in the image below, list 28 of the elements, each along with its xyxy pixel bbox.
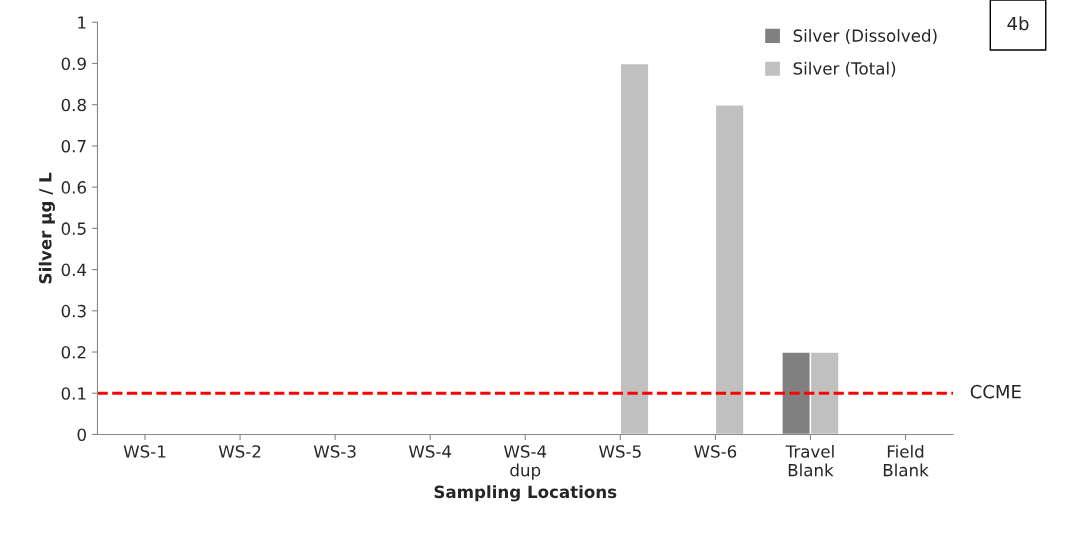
y-tick-label: 0.3 xyxy=(61,304,86,318)
bar xyxy=(619,62,650,435)
x-tick-label: WS-3 xyxy=(313,445,356,458)
legend-label: Silver (Dissolved) xyxy=(793,29,937,44)
x-tick-label: WS-1 xyxy=(123,445,166,458)
y-tick-label: 0.2 xyxy=(61,345,86,359)
x-tick-label: Field Blank xyxy=(883,444,929,477)
x-tick-label: Travel Blank xyxy=(785,444,834,477)
y-tick-label: 0.7 xyxy=(61,139,86,153)
y-tick-label: 0.8 xyxy=(61,98,86,112)
y-tick-label: 0.6 xyxy=(61,181,86,194)
bar xyxy=(714,104,745,435)
x-tick-label: WS-6 xyxy=(694,445,737,458)
ref-line-label: CCME xyxy=(970,384,1021,399)
y-axis-title: Silver µg / L xyxy=(38,172,55,284)
y-tick-label: 0.4 xyxy=(61,263,87,277)
y-tick-label: 0.9 xyxy=(61,57,86,71)
y-tick-label: 0.5 xyxy=(61,222,86,235)
x-tick-label: WS-2 xyxy=(218,445,261,458)
y-tick-label: 0 xyxy=(77,428,86,442)
text: 4b xyxy=(1007,16,1029,31)
x-tick-label: WS-4 xyxy=(408,445,452,458)
x-axis-title: Sampling Locations xyxy=(434,485,617,502)
x-tick-label: WS-5 xyxy=(599,445,641,458)
y-tick-label: 1 xyxy=(78,16,86,29)
y-tick-label: 0.1 xyxy=(61,387,86,400)
legend-label: Silver (Total) xyxy=(793,61,896,77)
x-tick-label: WS-4 dup xyxy=(503,445,547,480)
